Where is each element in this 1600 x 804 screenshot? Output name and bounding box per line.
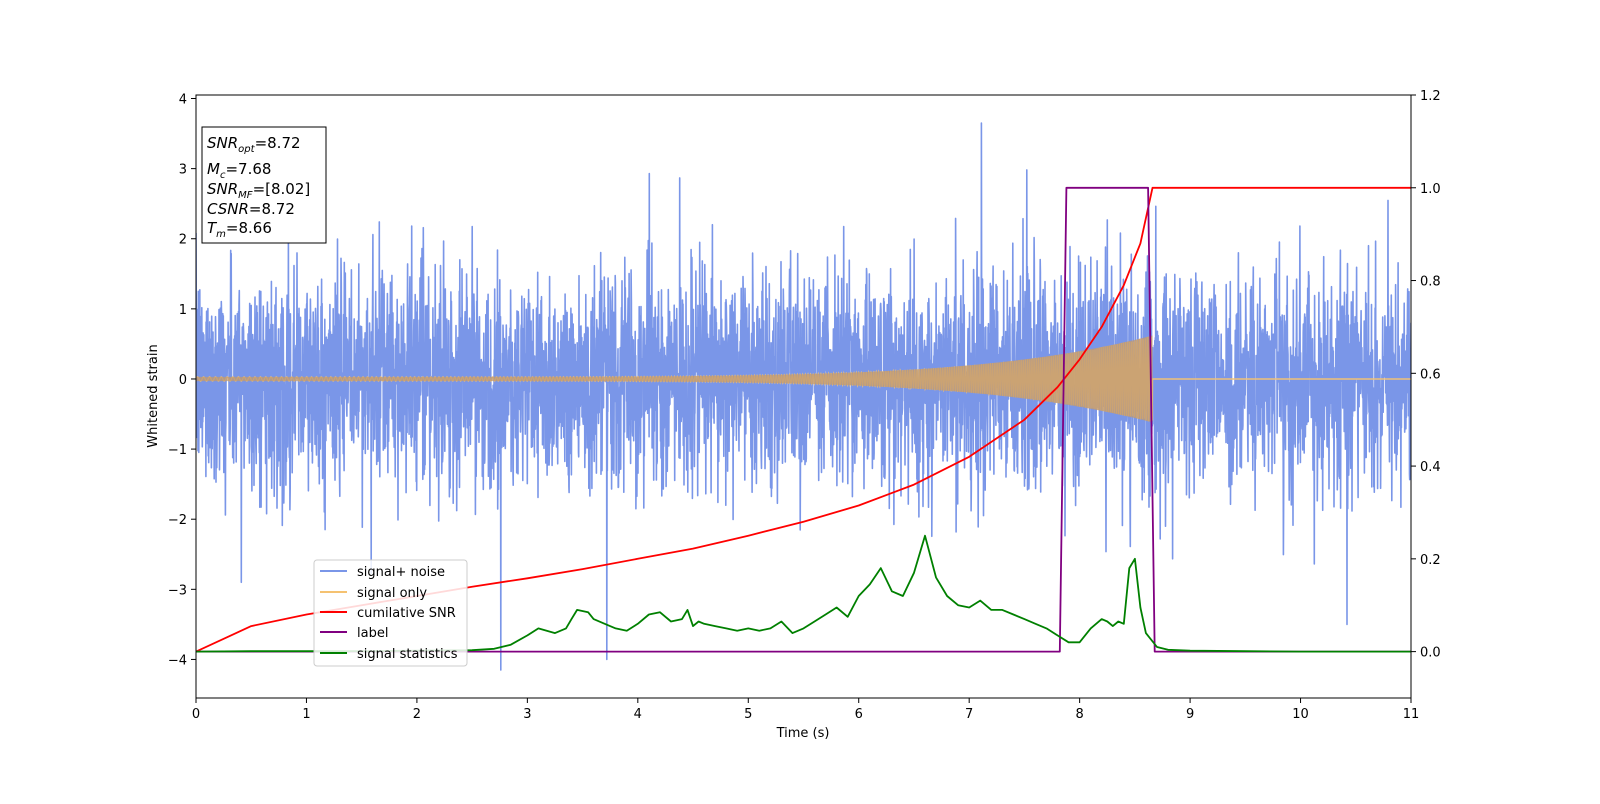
svg-text:Mc=7.68: Mc=7.68	[207, 160, 271, 181]
y-axis-right: 0.0 0.2 0.4 0.6 0.8 1.0 1.2	[1411, 89, 1441, 661]
x-tick-label: 4	[634, 707, 642, 722]
x-tick-label: 7	[965, 707, 973, 722]
y2-tick-label: 0.6	[1420, 367, 1441, 382]
series-signal-noise	[196, 122, 1411, 671]
svg-text:Tm=8.66: Tm=8.66	[207, 219, 272, 240]
y-tick-label: −1	[168, 443, 187, 458]
stats-annotation: SNRopt=8.72 Mc=7.68 SNRMF=[8.02] CSNR=8.…	[201, 126, 327, 244]
x-axis: 0 1 2 3 4 5 6 7 8 9 10 11	[192, 698, 1419, 722]
svg-text:SNRopt=8.72: SNRopt=8.72	[207, 134, 301, 155]
legend-label-signal-only: signal only	[357, 586, 427, 601]
legend-label-cumulative-snr: cumilative SNR	[357, 606, 456, 621]
y-tick-label: 2	[179, 233, 187, 248]
y2-tick-label: 1.2	[1420, 89, 1441, 104]
csnr-value: =8.72	[249, 200, 295, 218]
y-tick-label: −2	[168, 513, 187, 528]
legend: signal+ noise signal only cumilative SNR…	[313, 559, 468, 667]
legend-label-label: label	[357, 626, 388, 641]
y-tick-label: −4	[168, 653, 187, 668]
x-tick-label: 0	[192, 707, 200, 722]
x-tick-label: 6	[855, 707, 863, 722]
y-tick-label: 3	[179, 163, 187, 178]
x-axis-label: Time (s)	[776, 726, 830, 741]
x-tick-label: 1	[302, 707, 310, 722]
y2-tick-label: 0.8	[1420, 275, 1441, 290]
svg-text:CSNR=8.72: CSNR=8.72	[207, 200, 295, 218]
y2-tick-label: 0.0	[1420, 646, 1441, 661]
snr-mf-value: =[8.02]	[253, 180, 311, 198]
legend-label-signal-noise: signal+ noise	[357, 565, 445, 580]
mc-value: =7.68	[225, 160, 271, 178]
svg-text:SNRMF=[8.02]: SNRMF=[8.02]	[207, 180, 310, 201]
x-tick-label: 2	[413, 707, 421, 722]
y-tick-label: −3	[168, 583, 187, 598]
y-tick-label: 4	[179, 93, 187, 108]
y2-tick-label: 1.0	[1420, 182, 1441, 197]
x-tick-label: 5	[744, 707, 752, 722]
x-tick-label: 10	[1292, 707, 1309, 722]
y-tick-label: 1	[179, 303, 187, 318]
y-axis-label: Whitened strain	[146, 344, 161, 447]
legend-label-signal-statistics: signal statistics	[357, 647, 458, 662]
series-signal-only-envelope	[196, 335, 1153, 423]
plot-frame	[195, 94, 1412, 699]
x-tick-label: 11	[1403, 707, 1420, 722]
y2-tick-label: 0.2	[1420, 553, 1441, 568]
y-axis-left: −4 −3 −2 −1 0 1 2 3 4	[168, 93, 196, 668]
y-tick-label: 0	[179, 373, 187, 388]
series-layer	[196, 122, 1411, 671]
y2-tick-label: 0.4	[1420, 460, 1441, 475]
snr-opt-value: =8.72	[255, 134, 301, 152]
x-tick-label: 3	[523, 707, 531, 722]
x-tick-label: 8	[1075, 707, 1083, 722]
series-signal-statistics	[196, 534, 1411, 653]
tm-value: =8.66	[226, 219, 272, 237]
x-tick-label: 9	[1186, 707, 1194, 722]
